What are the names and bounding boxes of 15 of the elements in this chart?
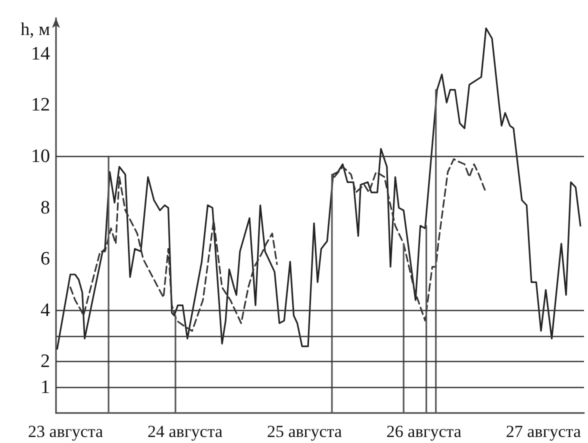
y-tick-label: 4 xyxy=(40,300,50,321)
y-tick-label: 6 xyxy=(40,248,50,270)
y-tick-label: 14 xyxy=(31,43,50,64)
x-tick-label: 27 августа xyxy=(506,422,582,441)
y-axis-title: h, м xyxy=(20,19,50,39)
x-tick-label: 23 августа xyxy=(28,422,104,441)
x-tick-label: 26 августа xyxy=(386,422,462,441)
x-tick-label: 24 августа xyxy=(148,422,223,441)
y-tick-label: 8 xyxy=(40,197,50,218)
x-tick-label: 25 августа xyxy=(266,422,342,441)
y-tick-label: 2 xyxy=(40,351,50,372)
y-tick-label: 1 xyxy=(40,376,50,398)
y-tick-label: 12 xyxy=(31,94,50,116)
line-series xyxy=(56,27,582,350)
y-tick-label: 10 xyxy=(31,146,50,168)
